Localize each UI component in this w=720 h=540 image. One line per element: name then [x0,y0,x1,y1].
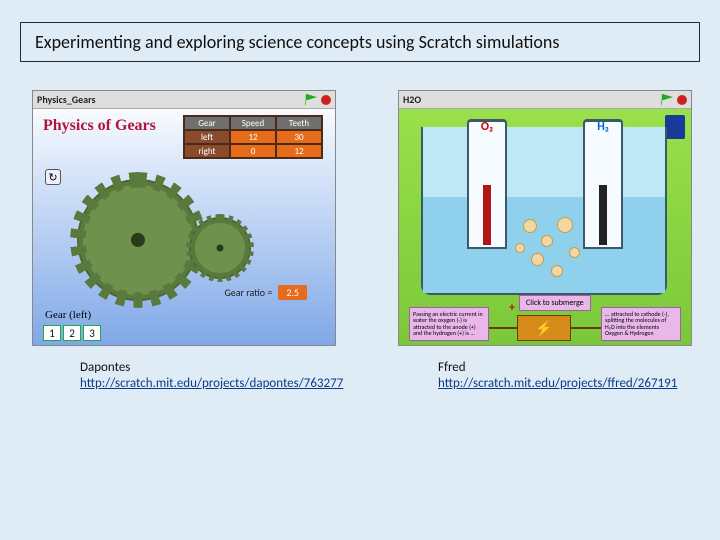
author-name: Ffred [438,360,698,376]
gear-ratio-label: Gear ratio = [224,286,272,299]
player-chrome: Physics_Gears [33,91,335,109]
simulation-electrolysis: H2O O₂ H₂ + − ⚡ Cl [398,90,692,346]
project-name: Physics_Gears [37,93,301,106]
slide-title: Experimenting and exploring science conc… [20,22,700,62]
gear-button-3[interactable]: 3 [83,325,101,341]
caption-left: Dapontes http://scratch.mit.edu/projects… [80,360,340,393]
terminal-positive: + [509,301,515,315]
hydrogen-label: H₂ [597,120,609,134]
molecule-icon [523,219,537,233]
tube-oxygen: O₂ [467,119,507,249]
gear-button-2[interactable]: 2 [63,325,81,341]
molecule-icon [541,235,553,247]
reload-icon[interactable]: ↻ [45,169,61,185]
teeth-value: 30 [276,130,322,144]
gear-ratio-readout: Gear ratio = 2.5 [224,285,307,300]
info-panel-left: Passing an electric current in water the… [409,307,489,341]
stop-icon[interactable] [677,95,687,105]
author-name: Dapontes [80,360,340,376]
molecule-icon [551,265,563,277]
molecule-icon [569,247,580,258]
gears-heading: Physics of Gears [43,117,156,135]
molecule-icon [557,217,573,233]
oxygen-label: O₂ [481,120,493,134]
tube-hydrogen: H₂ [583,119,623,249]
col-header: Teeth [276,116,322,130]
badge-icon [665,115,685,139]
molecule-icon [515,243,525,253]
cathode-electrode [599,185,607,245]
gear-left[interactable] [79,181,197,299]
simulation-gears: Physics_Gears Physics of Gears Gear Spee… [32,90,336,346]
project-link[interactable]: http://scratch.mit.edu/projects/dapontes… [80,376,343,391]
stop-icon[interactable] [321,95,331,105]
stage-gears: Physics of Gears Gear Speed Teeth left 1… [33,109,335,345]
gear-selector-label: Gear (left) [45,309,91,321]
gear-buttons: 1 2 3 [43,325,101,341]
molecule-icon [531,253,544,266]
project-name: H2O [403,93,657,106]
col-header: Speed [230,116,276,130]
gear-right[interactable] [191,219,249,277]
stage-electrolysis: O₂ H₂ + − ⚡ Click to submerge Passing an… [399,109,691,345]
project-link[interactable]: http://scratch.mit.edu/projects/ffred/26… [438,376,677,391]
speed-value: 12 [230,130,276,144]
gear-ratio-value: 2.5 [278,285,307,300]
col-header: Gear [184,116,230,130]
info-panel-right: ... attracted to cathode (-), splitting … [601,307,681,341]
green-flag-icon[interactable] [305,94,317,106]
anode-electrode [483,185,491,245]
speed-value: 0 [230,144,276,158]
green-flag-icon[interactable] [661,94,673,106]
gear-button-1[interactable]: 1 [43,325,61,341]
row-label: right [184,144,230,158]
gears-data-panel: Gear Speed Teeth left 12 30 right 0 12 [183,115,323,159]
teeth-value: 12 [276,144,322,158]
caption-right: Ffred http://scratch.mit.edu/projects/ff… [438,360,698,393]
beaker: O₂ H₂ [421,127,667,295]
battery-icon[interactable]: ⚡ [517,315,571,341]
player-chrome: H2O [399,91,691,109]
row-label: left [184,130,230,144]
submerge-button[interactable]: Click to submerge [519,295,591,311]
